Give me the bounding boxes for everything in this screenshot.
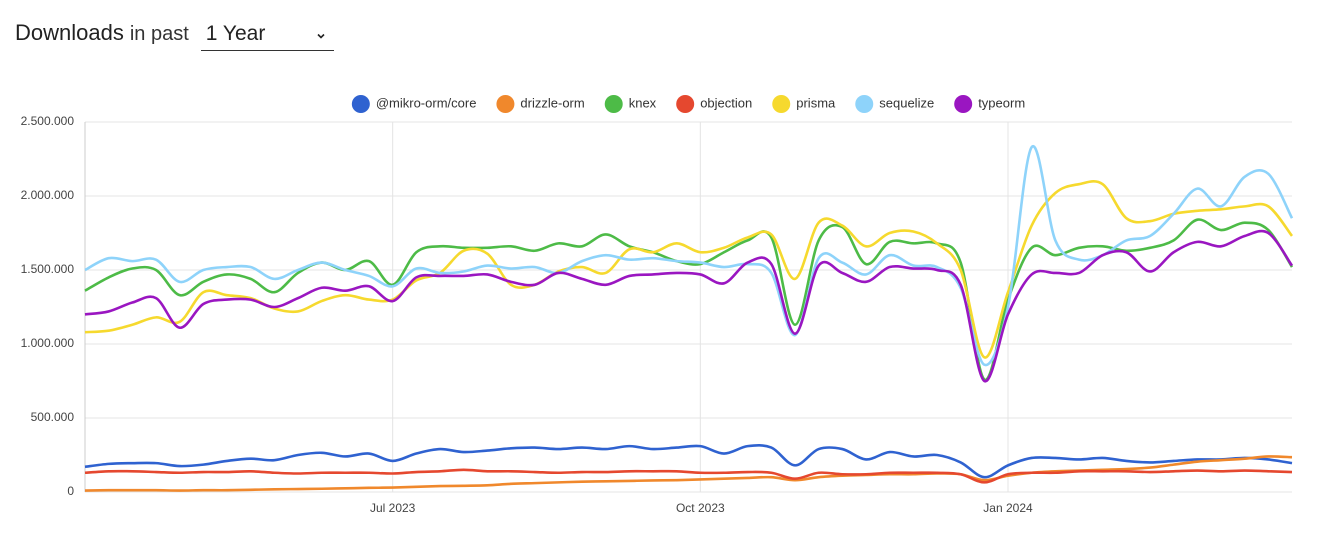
legend-label: typeorm	[978, 95, 1025, 110]
legend-label: prisma	[796, 95, 836, 110]
y-tick-label: 2.000.000	[21, 188, 75, 202]
legend-swatch	[954, 95, 973, 113]
legend-swatch	[676, 95, 695, 113]
series-line	[84, 218, 1294, 381]
legend-swatch	[496, 95, 515, 113]
legend-label: knex	[629, 95, 657, 110]
legend-swatch	[772, 95, 791, 113]
legend-swatch	[604, 95, 623, 113]
y-tick-label: 1.500.000	[21, 262, 75, 276]
legend-label: objection	[700, 95, 752, 110]
series-line	[84, 443, 1293, 479]
x-tick-label: Jul 2023	[370, 501, 416, 515]
y-tick-label: 2.500.000	[21, 114, 75, 128]
y-tick-label: 0	[67, 484, 74, 498]
legend-swatch	[855, 95, 874, 113]
legend: @mikro-orm/core drizzle-orm knex objection p…	[351, 95, 1025, 113]
legend-swatch	[351, 95, 370, 113]
select-value: 1 Year	[205, 22, 266, 45]
x-tick-label: Jan 2024	[983, 501, 1033, 515]
header: Downloads in past 1 Year	[15, 20, 334, 54]
chevron	[317, 33, 325, 39]
title: Downloads	[15, 20, 124, 45]
series-line	[84, 145, 1294, 367]
legend-label: drizzle-orm	[520, 95, 584, 110]
series-line	[84, 468, 1293, 484]
legend-label: @mikro-orm/core	[376, 95, 477, 110]
series-line	[84, 229, 1294, 383]
x-tick-label: Oct 2023	[676, 501, 725, 515]
subtitle: in past	[129, 23, 189, 45]
period-select[interactable]: 1 Year	[200, 22, 334, 51]
series-line	[84, 179, 1294, 359]
legend-label: sequelize	[879, 95, 934, 110]
y-tick-label: 1.000.000	[21, 336, 75, 350]
y-tick-label: 500.000	[31, 410, 75, 424]
